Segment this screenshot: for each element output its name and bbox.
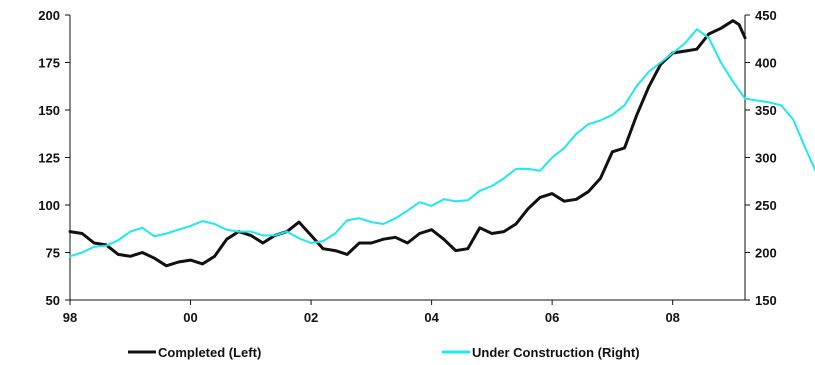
x-axis: 98 00 02 04 06 08 [63,300,680,325]
x-tick-label: 98 [63,310,77,325]
x-tick-label: 02 [304,310,318,325]
legend-label-under-construction: Under Construction (Right) [472,345,640,360]
right-y-tick-label: 400 [755,56,777,71]
left-y-tick-label: 200 [38,8,60,23]
right-y-tick-label: 450 [755,8,777,23]
right-y-tick-label: 350 [755,103,777,118]
right-y-tick-label: 300 [755,151,777,166]
legend: Completed (Left) Under Construction (Rig… [128,345,640,360]
legend-item-completed: Completed (Left) [128,345,261,360]
legend-item-under-construction: Under Construction (Right) [442,345,640,360]
plot-frame [69,15,746,301]
left-y-tick-label: 125 [38,151,60,166]
series-lines [68,19,815,268]
x-tick-label: 08 [665,310,679,325]
right-y-tick-label: 250 [755,198,777,213]
left-y-axis: 50 75 100 125 150 175 200 [38,8,70,308]
left-y-tick-label: 100 [38,198,60,213]
x-tick-label: 04 [424,310,439,325]
right-y-tick-label: 200 [755,246,777,261]
right-y-tick-label: 150 [755,293,777,308]
x-tick-label: 06 [545,310,559,325]
left-y-tick-label: 75 [46,246,60,261]
left-y-tick-label: 150 [38,103,60,118]
right-y-axis: 150 200 250 300 350 400 450 [745,8,777,308]
left-y-tick-label: 175 [38,56,60,71]
legend-label-completed: Completed (Left) [158,345,261,360]
series-line-under-construction [69,28,815,258]
series-line-completed [68,19,747,268]
left-y-tick-label: 50 [46,293,60,308]
x-tick-label: 00 [183,310,197,325]
